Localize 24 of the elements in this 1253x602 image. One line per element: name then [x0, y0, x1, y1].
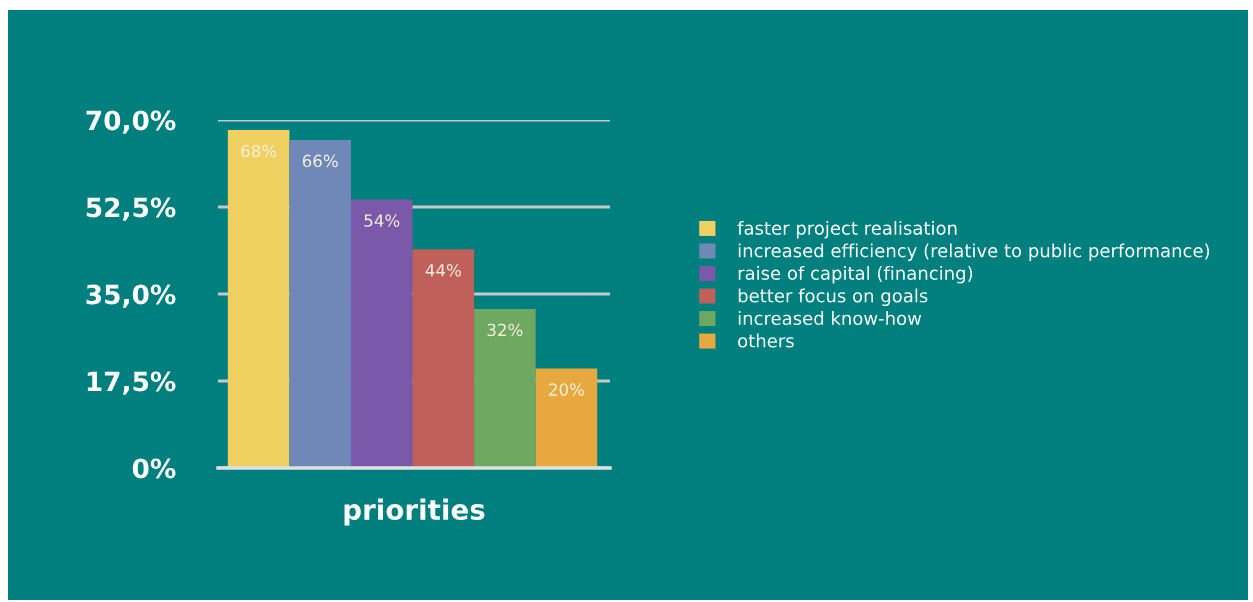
bar — [289, 139, 351, 468]
legend-label: others — [738, 333, 794, 348]
bar — [535, 368, 598, 468]
data-label: 44% — [425, 263, 461, 277]
y-tick-label: 70,0% — [86, 110, 176, 134]
y-tick-label: 0% — [132, 458, 176, 479]
y-tick-label: 17,5% — [87, 371, 176, 395]
x-axis-title: priorities — [344, 498, 485, 526]
data-label: 32% — [487, 323, 523, 337]
data-label: 54% — [364, 214, 400, 227]
y-tick-label: 35,0% — [86, 284, 176, 308]
bar — [350, 199, 413, 468]
legend-label: increased efficiency (relative to public performance) — [738, 243, 1210, 261]
data-label: 68% — [241, 144, 277, 158]
y-tick-label: 52,5% — [86, 197, 176, 221]
legend-label: increased know-how — [738, 311, 922, 326]
legend-label: raise of capital (financing) — [738, 266, 973, 284]
legend-label: better focus on goals — [738, 288, 928, 306]
data-label: 20% — [549, 383, 585, 396]
data-label: 66% — [302, 154, 338, 168]
bar — [412, 249, 475, 468]
legend-label: faster project realisation — [737, 220, 957, 239]
bar — [227, 129, 290, 468]
bar — [474, 308, 536, 468]
